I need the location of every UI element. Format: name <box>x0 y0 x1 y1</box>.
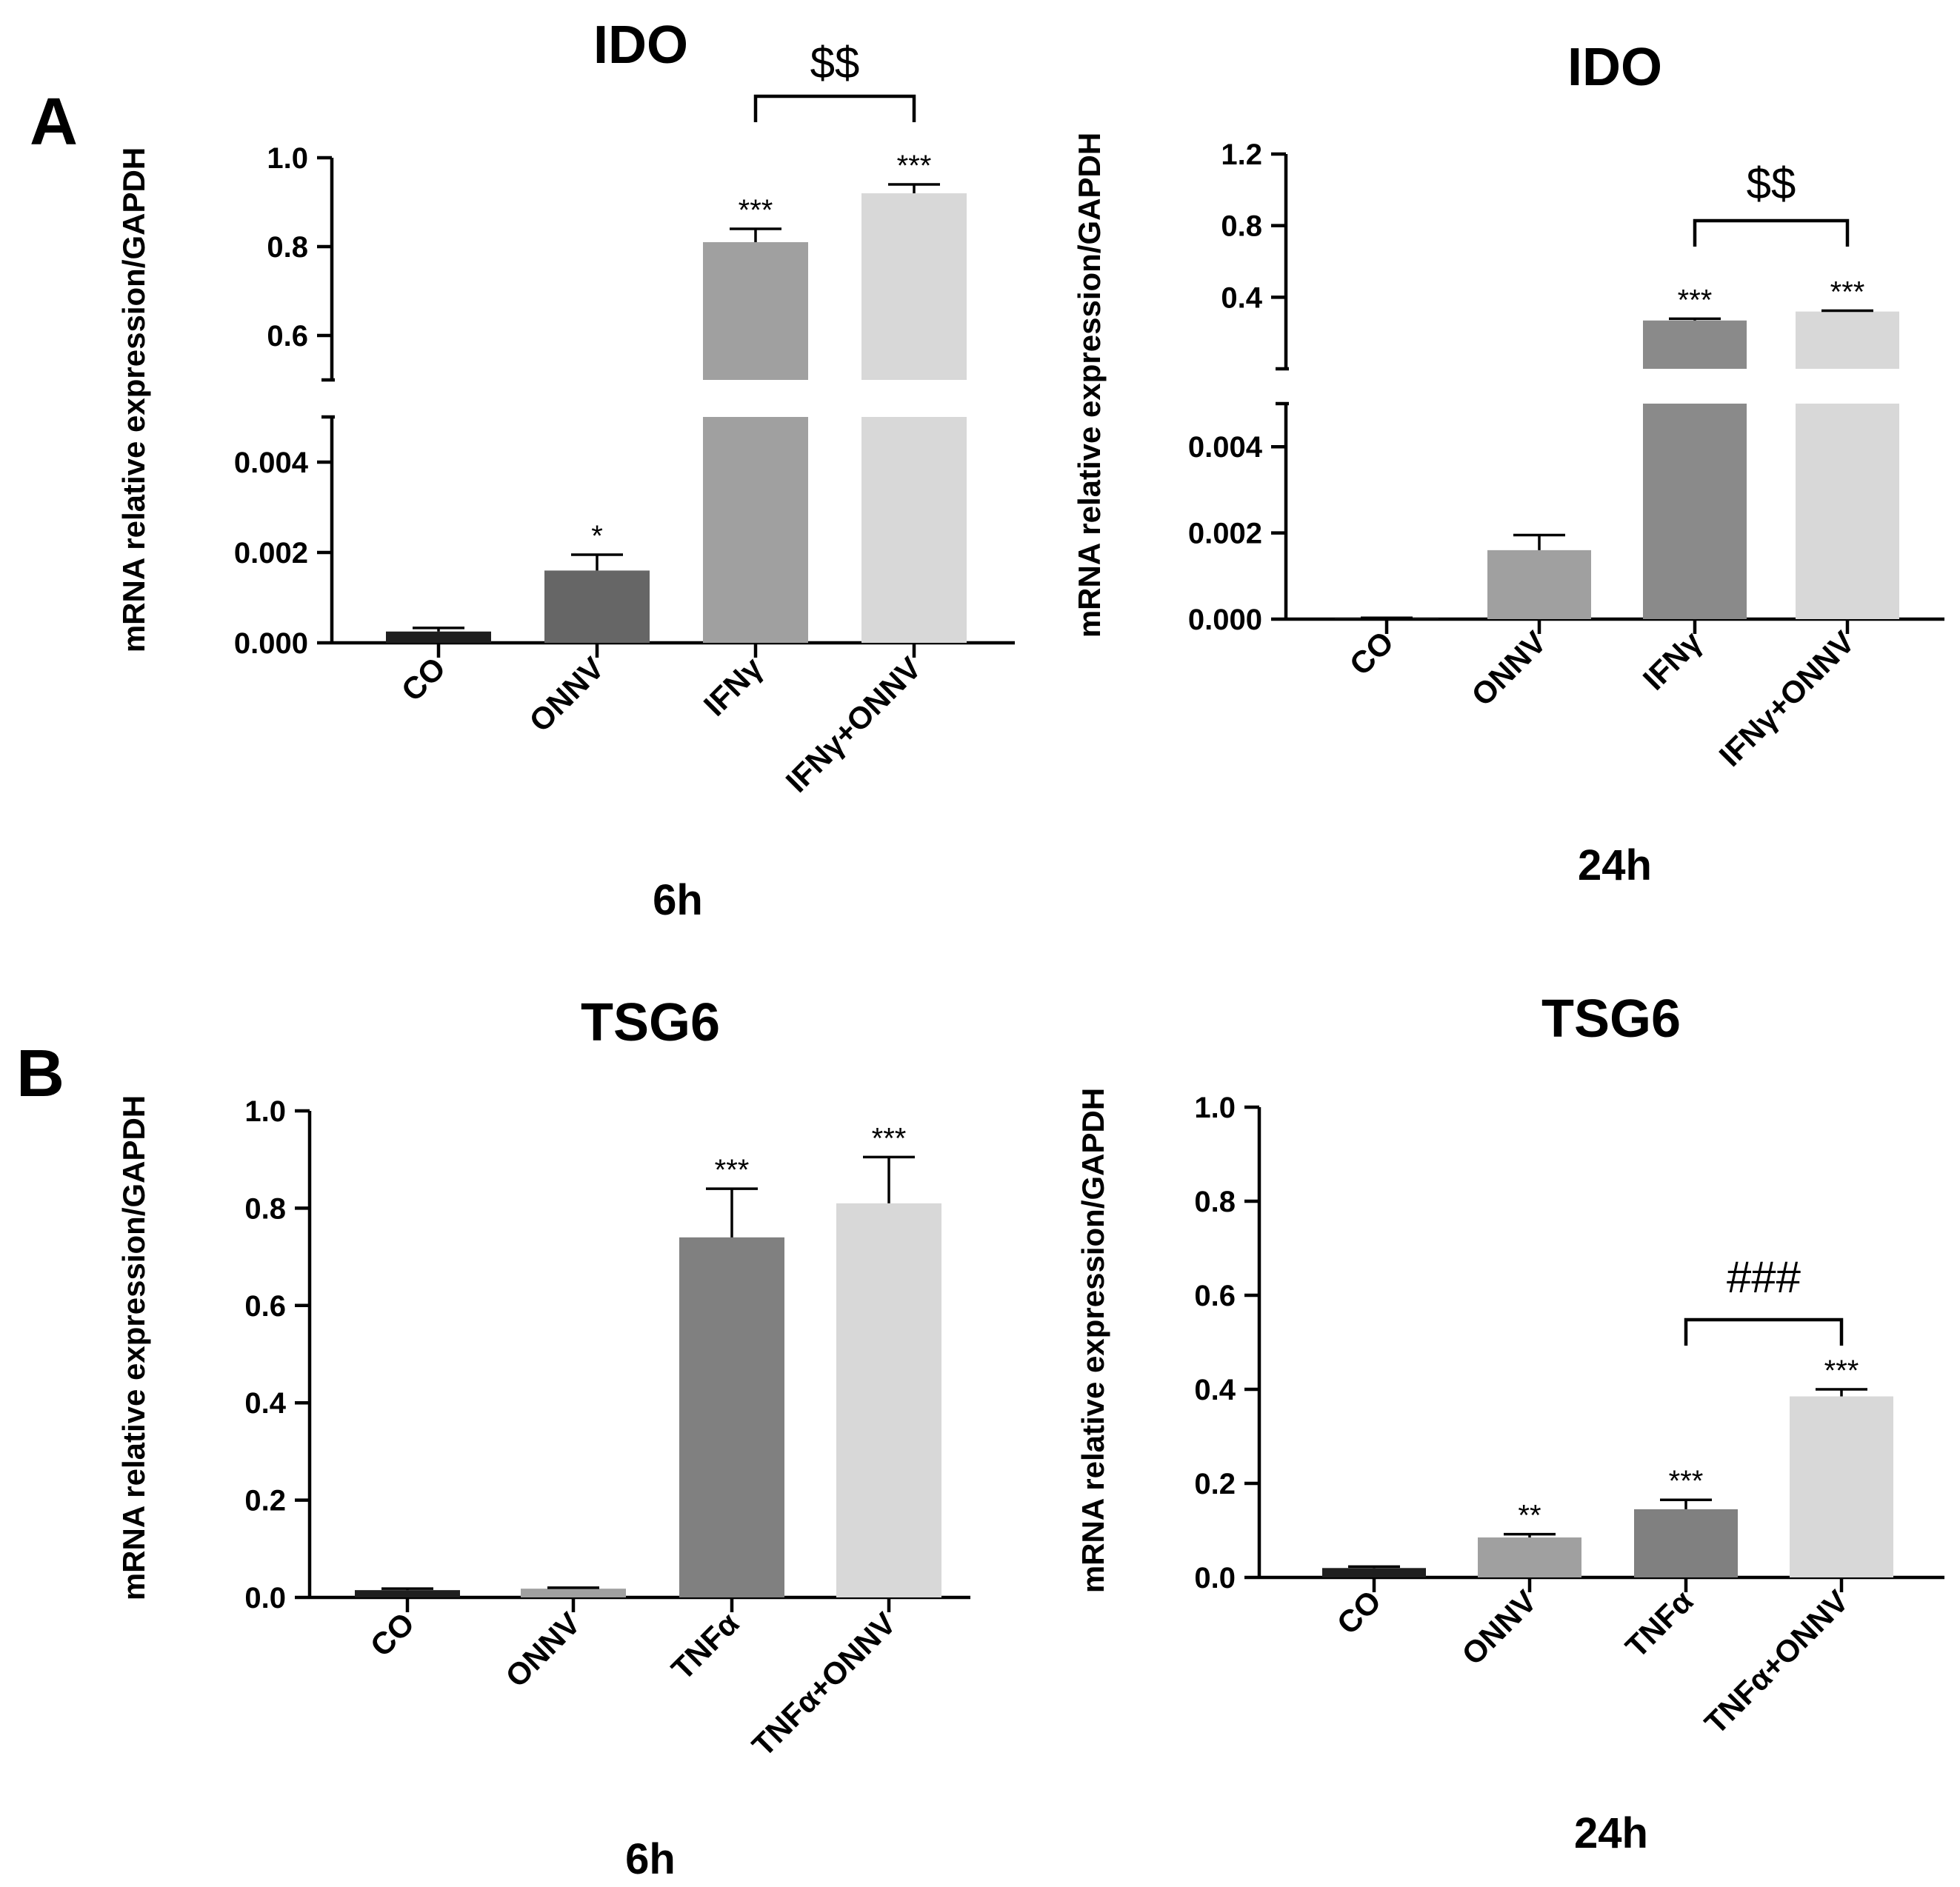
bar <box>544 570 650 643</box>
y-tick-label: 0.8 <box>267 231 308 264</box>
y-tick-label: 0.004 <box>1188 431 1263 464</box>
chart-title: IDO <box>1567 38 1662 97</box>
x-tick-label: CO <box>395 650 453 708</box>
significance-mark: *** <box>897 150 932 182</box>
chart-subtitle: 6h <box>653 876 703 924</box>
y-tick-label: 0.8 <box>1221 210 1262 243</box>
comparison-label: $$ <box>1747 158 1796 208</box>
x-tick-label: IFNγ+ONNV <box>1713 624 1861 773</box>
comparison-label: ### <box>1727 1252 1801 1302</box>
chart-title: IDO <box>593 16 688 75</box>
x-tick-label: TNFα+ONNV <box>1698 1583 1855 1740</box>
bar <box>1478 1537 1581 1577</box>
significance-mark: *** <box>1824 1355 1859 1387</box>
bar <box>703 242 808 380</box>
y-tick-label: 0.002 <box>1188 518 1262 550</box>
bar <box>1796 404 1899 619</box>
bar <box>1643 320 1747 369</box>
x-tick-label: ONNV <box>499 1606 587 1694</box>
significance-mark: *** <box>872 1122 907 1155</box>
y-axis-label: mRNA relative expression/GAPDH <box>1076 1088 1110 1593</box>
y-tick-label: 0.004 <box>234 447 309 479</box>
y-tick-label: 0.2 <box>244 1485 286 1517</box>
y-tick-label: 0.4 <box>1221 281 1262 314</box>
bar <box>861 193 967 380</box>
bar <box>703 417 808 643</box>
y-tick-label: 1.0 <box>244 1095 286 1128</box>
x-tick-label: ONNV <box>1464 624 1553 712</box>
y-tick-label: 0.6 <box>244 1290 286 1323</box>
x-tick-label: CO <box>1330 1583 1388 1641</box>
y-tick-label: 0.8 <box>1194 1186 1236 1218</box>
y-tick-label: 0.6 <box>1194 1280 1236 1312</box>
x-tick-label: ONNV <box>1455 1583 1543 1671</box>
y-tick-label: 0.4 <box>244 1387 286 1420</box>
chart-title: TSG6 <box>1541 989 1681 1049</box>
y-axis-label: mRNA relative expression/GAPDH <box>116 147 151 652</box>
chart-title: TSG6 <box>581 993 720 1052</box>
significance-mark: ** <box>1518 1500 1541 1532</box>
panel-letter-b: B <box>16 1037 64 1111</box>
bar <box>861 417 967 643</box>
y-tick-label: 0.4 <box>1194 1374 1236 1406</box>
x-tick-label: IFNγ <box>1636 624 1709 697</box>
x-tick-label: CO <box>1343 624 1401 682</box>
bar <box>1322 1568 1426 1577</box>
chart-subtitle: 24h <box>1574 1809 1648 1857</box>
x-tick-label: TNFα+ONNV <box>745 1606 902 1763</box>
x-tick-label: TNFα <box>664 1606 745 1686</box>
bar <box>386 631 491 643</box>
bar <box>1634 1509 1738 1577</box>
significance-mark: *** <box>715 1154 750 1186</box>
comparison-label: $$ <box>810 38 860 87</box>
bar <box>1790 1396 1893 1577</box>
comparison-bracket <box>1693 218 1850 247</box>
chart-subtitle: 6h <box>625 1835 676 1883</box>
chart-1: IDO 6h mRNA relative expression/GAPDH 0.000… <box>116 16 1015 924</box>
bar <box>1487 550 1591 619</box>
y-tick-label: 0.0 <box>1194 1562 1236 1594</box>
panel-letter-a: A <box>30 85 78 159</box>
comparison-bracket <box>1684 1317 1844 1346</box>
comparison-bracket <box>753 94 916 122</box>
bar <box>355 1590 460 1597</box>
significance-mark: *** <box>1678 284 1713 316</box>
chart-2: IDO 24h mRNA relative expression/GAPDH 0.00… <box>1072 38 1944 889</box>
y-tick-label: 0.000 <box>234 627 308 660</box>
y-tick-label: 1.0 <box>267 142 308 175</box>
x-tick-label: IFNγ <box>697 650 770 723</box>
chart-subtitle: 24h <box>1578 841 1652 889</box>
chart-3: TSG6 6h mRNA relative expression/GAPDH 0.0 0… <box>116 993 970 1883</box>
bar <box>1643 404 1747 619</box>
y-tick-label: 1.2 <box>1221 138 1262 171</box>
y-tick-label: 0.6 <box>267 320 308 353</box>
significance-mark: *** <box>1830 275 1865 308</box>
x-tick-label: CO <box>364 1606 421 1663</box>
bar <box>679 1237 784 1597</box>
x-tick-label: TNFα <box>1619 1583 1699 1664</box>
y-axis-label: mRNA relative expression/GAPDH <box>1072 133 1107 638</box>
bar <box>521 1589 626 1597</box>
y-axis-label: mRNA relative expression/GAPDH <box>116 1095 151 1600</box>
y-tick-label: 0.0 <box>244 1582 286 1614</box>
bar <box>1796 311 1899 369</box>
significance-mark: * <box>591 520 603 552</box>
significance-mark: *** <box>1669 1465 1704 1497</box>
x-tick-label: IFNγ+ONNV <box>779 650 928 799</box>
chart-4: TSG6 24h mRNA relative expression/GAPDH 0.0… <box>1076 989 1944 1857</box>
bar <box>836 1203 941 1597</box>
significance-mark: *** <box>739 194 773 227</box>
x-tick-label: ONNV <box>522 650 610 738</box>
y-tick-label: 0.000 <box>1188 604 1262 636</box>
y-tick-label: 0.002 <box>234 537 308 570</box>
y-tick-label: 0.8 <box>244 1192 286 1225</box>
y-tick-label: 1.0 <box>1194 1092 1236 1124</box>
y-tick-label: 0.2 <box>1194 1468 1236 1500</box>
